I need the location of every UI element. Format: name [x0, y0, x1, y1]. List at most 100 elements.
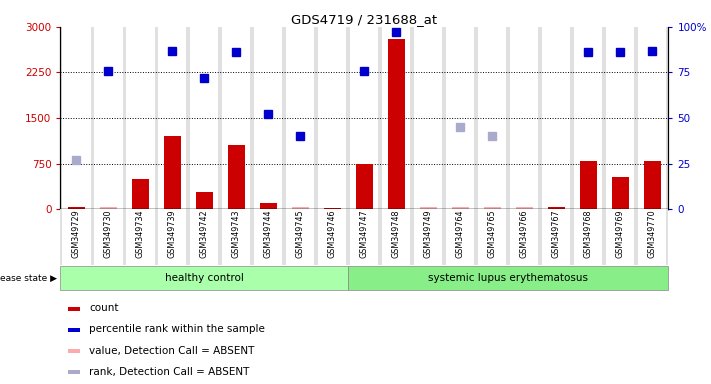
Bar	[63, 27, 90, 209]
Bar	[476, 27, 508, 209]
Bar	[611, 177, 629, 209]
Bar	[191, 27, 218, 209]
Bar	[324, 208, 341, 209]
Bar	[127, 209, 154, 265]
Bar	[124, 27, 156, 209]
Text: GSM349729: GSM349729	[72, 209, 81, 258]
Bar	[100, 207, 117, 209]
Bar	[255, 209, 282, 265]
Bar	[60, 266, 348, 290]
Bar	[574, 209, 602, 265]
Bar	[606, 27, 634, 209]
Bar	[380, 27, 412, 209]
Text: GSM349742: GSM349742	[200, 209, 209, 258]
Text: GSM349764: GSM349764	[456, 209, 465, 258]
Bar	[60, 27, 92, 209]
Bar	[380, 209, 412, 265]
Bar	[252, 209, 284, 265]
Bar	[542, 209, 570, 265]
Text: rank, Detection Call = ABSENT: rank, Detection Call = ABSENT	[89, 367, 250, 377]
Bar	[479, 27, 506, 209]
Bar	[124, 209, 156, 265]
Bar	[156, 209, 188, 265]
Bar	[159, 209, 186, 265]
Bar	[287, 209, 314, 265]
Bar	[220, 27, 252, 209]
Text: GSM349767: GSM349767	[552, 209, 561, 258]
Bar	[351, 27, 378, 209]
Bar	[316, 209, 348, 265]
Bar	[284, 209, 316, 265]
Bar	[604, 27, 636, 209]
Bar	[348, 209, 380, 265]
Bar	[540, 209, 572, 265]
Bar	[508, 209, 540, 265]
Bar	[542, 27, 570, 209]
Bar	[60, 209, 92, 265]
Text: percentile rank within the sample: percentile rank within the sample	[89, 324, 264, 334]
Bar	[356, 164, 373, 209]
Bar	[444, 209, 476, 265]
Bar	[252, 27, 284, 209]
Bar	[92, 27, 124, 209]
Bar	[95, 209, 122, 265]
Text: count: count	[89, 303, 118, 313]
Bar	[419, 207, 437, 209]
Bar	[351, 209, 378, 265]
Bar	[387, 39, 405, 209]
Bar	[515, 207, 533, 209]
Bar	[412, 209, 444, 265]
Text: GSM349743: GSM349743	[232, 209, 241, 258]
Bar	[284, 27, 316, 209]
Bar	[196, 192, 213, 209]
Text: GSM349747: GSM349747	[360, 209, 369, 258]
Text: GSM349769: GSM349769	[616, 209, 625, 258]
Bar	[132, 179, 149, 209]
Bar	[606, 209, 634, 265]
Text: GSM349765: GSM349765	[488, 209, 497, 258]
Text: GSM349730: GSM349730	[104, 209, 113, 258]
Text: GSM349768: GSM349768	[584, 209, 593, 258]
Text: GSM349744: GSM349744	[264, 209, 273, 258]
Bar	[412, 27, 444, 209]
Bar	[127, 27, 154, 209]
Bar	[604, 209, 636, 265]
Bar	[572, 209, 604, 265]
Bar	[636, 27, 668, 209]
Text: GSM349739: GSM349739	[168, 209, 177, 258]
Bar	[92, 209, 124, 265]
Bar	[319, 27, 346, 209]
Text: GSM349734: GSM349734	[136, 209, 145, 258]
Text: systemic lupus erythematosus: systemic lupus erythematosus	[428, 273, 589, 283]
Text: GSM349770: GSM349770	[648, 209, 657, 258]
Bar	[572, 27, 604, 209]
Bar	[479, 209, 506, 265]
Text: GSM349745: GSM349745	[296, 209, 305, 258]
Bar	[255, 27, 282, 209]
Bar	[95, 27, 122, 209]
Bar	[188, 27, 220, 209]
Bar	[451, 207, 469, 209]
Bar	[415, 209, 442, 265]
Bar	[164, 136, 181, 209]
Bar	[383, 209, 410, 265]
Bar	[444, 27, 476, 209]
Bar	[316, 27, 348, 209]
Bar	[63, 209, 90, 265]
Bar	[447, 27, 474, 209]
Bar	[156, 27, 188, 209]
Bar	[228, 146, 245, 209]
Bar	[383, 27, 410, 209]
Text: disease state ▶: disease state ▶	[0, 273, 57, 283]
Text: GSM349748: GSM349748	[392, 209, 401, 258]
Bar	[636, 209, 668, 265]
Text: healthy control: healthy control	[165, 273, 244, 283]
Text: GSM349746: GSM349746	[328, 209, 337, 258]
Bar	[508, 27, 540, 209]
Bar	[547, 207, 565, 209]
Bar	[220, 209, 252, 265]
Text: GSM349766: GSM349766	[520, 209, 529, 258]
Bar	[292, 207, 309, 209]
Bar	[579, 161, 597, 209]
Bar	[476, 209, 508, 265]
